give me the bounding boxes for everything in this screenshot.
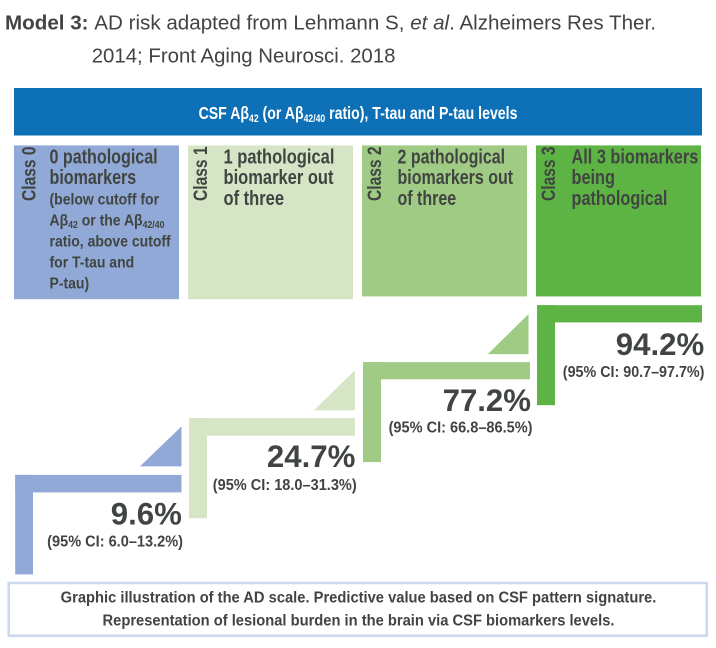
- svg-text:of three: of three: [398, 187, 457, 209]
- svg-text:Graphic illustration of the AD: Graphic illustration of the AD scale. Pr…: [61, 589, 657, 606]
- svg-text:Model 3: AD risk adapted from: Model 3: AD risk adapted from Lehmann S,…: [5, 13, 656, 35]
- svg-text:94.2%: 94.2%: [616, 327, 705, 362]
- svg-text:(95% CI: 6.0–13.2%): (95% CI: 6.0–13.2%): [47, 533, 183, 551]
- svg-text:CSF Aβ42 (or Aβ42/40 ratio), T: CSF Aβ42 (or Aβ42/40 ratio), T-tau and P…: [199, 103, 518, 125]
- svg-text:biomarkers: biomarkers: [50, 166, 137, 188]
- svg-text:P-tau): P-tau): [50, 275, 90, 293]
- svg-text:for T-tau and: for T-tau and: [50, 254, 135, 272]
- svg-text:ratio, above cutoff: ratio, above cutoff: [50, 233, 172, 251]
- svg-text:being: being: [572, 165, 615, 188]
- svg-text:(95% CI: 66.8–86.5%): (95% CI: 66.8–86.5%): [389, 419, 533, 437]
- svg-text:All 3 biomarkers: All 3 biomarkers: [572, 145, 699, 168]
- svg-text:2014; Front Aging Neurosci. 20: 2014; Front Aging Neurosci. 2018: [92, 46, 396, 68]
- svg-text:2 pathological: 2 pathological: [398, 146, 506, 168]
- svg-text:9.6%: 9.6%: [111, 496, 182, 531]
- svg-text:of three: of three: [224, 186, 284, 209]
- svg-text:77.2%: 77.2%: [443, 383, 532, 418]
- svg-text:Class 0: Class 0: [18, 146, 40, 201]
- svg-text:biomarkers out: biomarkers out: [398, 166, 514, 188]
- svg-text:(below cutoff for: (below cutoff for: [50, 191, 160, 209]
- svg-text:Class 1: Class 1: [189, 146, 211, 201]
- svg-text:Class 2: Class 2: [363, 146, 385, 201]
- svg-text:Representation of lesional bur: Representation of lesional burden in the…: [103, 612, 615, 629]
- svg-text:pathological: pathological: [572, 186, 668, 209]
- svg-text:biomarker out: biomarker out: [224, 166, 334, 189]
- svg-text:1 pathological: 1 pathological: [224, 145, 335, 168]
- svg-text:0 pathological: 0 pathological: [50, 146, 158, 168]
- svg-text:24.7%: 24.7%: [267, 439, 356, 474]
- svg-text:Class 3: Class 3: [537, 146, 559, 201]
- svg-text:(95% CI: 18.0–31.3%): (95% CI: 18.0–31.3%): [213, 477, 357, 495]
- svg-text:Aβ42 or the Aβ42/40: Aβ42 or the Aβ42/40: [50, 212, 165, 230]
- svg-text:(95% CI: 90.7–97.7%): (95% CI: 90.7–97.7%): [563, 364, 705, 382]
